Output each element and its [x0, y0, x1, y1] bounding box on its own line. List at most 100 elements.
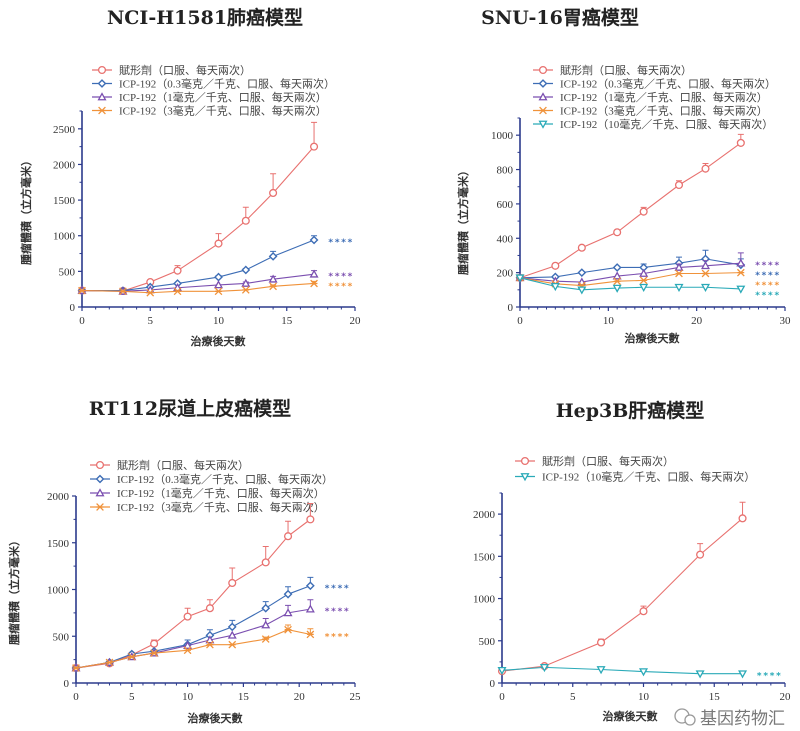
legend-label: 賦形劑（口服、每天兩次）	[542, 454, 674, 468]
y-tick-label: 0	[70, 302, 76, 314]
y-axis-label: 腫瘤體積（立方毫米）	[7, 535, 21, 645]
y-tick-label: 1500	[473, 551, 496, 563]
y-tick-label: 1000	[473, 594, 496, 606]
x-tick-label: 5	[129, 691, 135, 703]
data-point	[696, 550, 705, 559]
legend-label: 賦形劑（口服、每天兩次）	[560, 63, 692, 77]
y-tick-label: 2000	[473, 509, 496, 521]
series-line	[519, 272, 741, 287]
data-point	[736, 258, 746, 267]
x-tick-label: 10	[182, 691, 194, 703]
x-axis-label: 治療後天數	[191, 334, 246, 348]
x-tick-label: 30	[780, 315, 792, 327]
y-tick-label: 0	[64, 678, 70, 690]
legend-entry: ICP-192（3毫克／千克、口服、每天兩次）	[533, 104, 768, 118]
data-point	[261, 603, 271, 613]
x-tick-label: 0	[517, 315, 523, 327]
chart-title: NCI-H1581肺癌模型	[107, 6, 303, 29]
data-point	[183, 612, 192, 621]
data-point	[738, 514, 747, 523]
data-point	[701, 164, 710, 173]
y-tick-label: 1000	[53, 231, 76, 243]
data-point	[283, 532, 293, 541]
data-point	[214, 272, 223, 282]
series-line	[81, 273, 315, 292]
legend-marker	[539, 106, 547, 115]
data-point	[639, 607, 648, 616]
y-tick-label: 1000	[491, 130, 514, 142]
series-line	[519, 258, 741, 279]
significance-label: ****	[755, 281, 781, 291]
data-point	[310, 279, 318, 288]
legend-label: ICP-192（0.3毫克／千克、口服、每天兩次）	[560, 77, 776, 91]
data-point	[261, 635, 270, 643]
significance-label: ****	[755, 271, 781, 281]
y-tick-label: 800	[497, 165, 514, 177]
legend-marker	[538, 65, 548, 75]
legend-entry: 賦形劑（口服、每天兩次）	[515, 454, 674, 468]
x-tick-label: 20	[780, 691, 792, 703]
wechat-icon-bubble	[684, 714, 696, 726]
data-point	[261, 620, 271, 629]
legend-entry: ICP-192（1毫克／千克、口服、每天兩次）	[90, 486, 325, 500]
series-4: ****	[78, 279, 353, 297]
data-point	[269, 188, 278, 198]
y-tick-label: 2500	[53, 124, 76, 136]
legend-label: ICP-192（1毫克／千克、口服、每天兩次）	[119, 90, 327, 104]
legend-label: ICP-192（1毫克／千克、口服、每天兩次）	[117, 486, 325, 500]
legend-marker	[95, 460, 105, 470]
data-point	[550, 283, 560, 292]
legend-entry: ICP-192（10毫克／千克、口服、每天兩次）	[515, 470, 755, 484]
chart-panel-1: NCI-H1581肺癌模型 0 5 10 15 20 0 500 1000 1500 2000 250…	[19, 6, 361, 348]
data-point	[674, 180, 684, 190]
data-point	[736, 285, 746, 294]
data-point	[577, 243, 586, 252]
legend-entry: ICP-192（1毫克／千克、口服、每天兩次）	[533, 90, 768, 104]
data-point	[241, 278, 251, 287]
x-tick-label: 10	[638, 691, 650, 703]
series-line	[82, 239, 315, 292]
chart-panel-3: RT112尿道上皮癌模型 0 5 10 15 20 25 0 500 1000 1500 2000 治療…	[7, 397, 361, 725]
data-point	[228, 640, 237, 649]
y-tick-label: 0	[508, 302, 514, 314]
data-point	[183, 640, 193, 649]
y-tick-label: 1000	[47, 585, 70, 597]
series-line	[501, 517, 743, 672]
data-point	[736, 268, 745, 277]
y-tick-label: 500	[479, 636, 496, 648]
legend-marker	[538, 120, 548, 129]
chart-panel-2: SNU-16胃癌模型 0 10 20 30 0 200 400 600 800 1000 治療後天數 腫…	[456, 6, 791, 345]
legend-entry: ICP-192（10毫克／千克、口服、每天兩次）	[533, 117, 773, 131]
legend-entry: ICP-192（3毫克／千克、口服、每天兩次）	[90, 500, 325, 514]
x-tick-label: 25	[350, 691, 362, 703]
data-point	[639, 276, 648, 285]
data-point	[241, 216, 250, 225]
data-point	[736, 138, 745, 147]
data-point	[227, 630, 237, 639]
legend-entry: ICP-192（0.3毫克／千克、口服、每天兩次）	[92, 77, 335, 91]
series-line	[75, 608, 311, 669]
series-line	[75, 629, 311, 669]
x-axis-label: 治療後天數	[603, 709, 658, 723]
x-tick-label: 0	[499, 691, 505, 703]
data-point	[497, 666, 507, 676]
significance-label: ****	[757, 672, 783, 682]
data-point	[674, 262, 684, 271]
legend-marker	[520, 456, 530, 466]
data-point	[283, 608, 293, 617]
legend-marker	[520, 473, 530, 482]
legend-entry: ICP-192（1毫克／千克、口服、每天兩次）	[92, 90, 327, 104]
data-point	[269, 282, 277, 291]
data-point	[695, 670, 705, 679]
data-point	[612, 284, 622, 293]
legend-label: ICP-192（3毫克／千克、口服、每天兩次）	[560, 104, 768, 118]
legend-entry: 賦形劑（口服、每天兩次）	[90, 458, 249, 472]
data-point	[612, 271, 622, 280]
data-point	[306, 515, 315, 524]
legend-marker	[95, 474, 105, 484]
significance-label: ****	[324, 607, 350, 617]
y-tick-label: 1500	[47, 538, 70, 550]
data-point	[284, 625, 292, 634]
series-4: ****	[72, 624, 349, 672]
